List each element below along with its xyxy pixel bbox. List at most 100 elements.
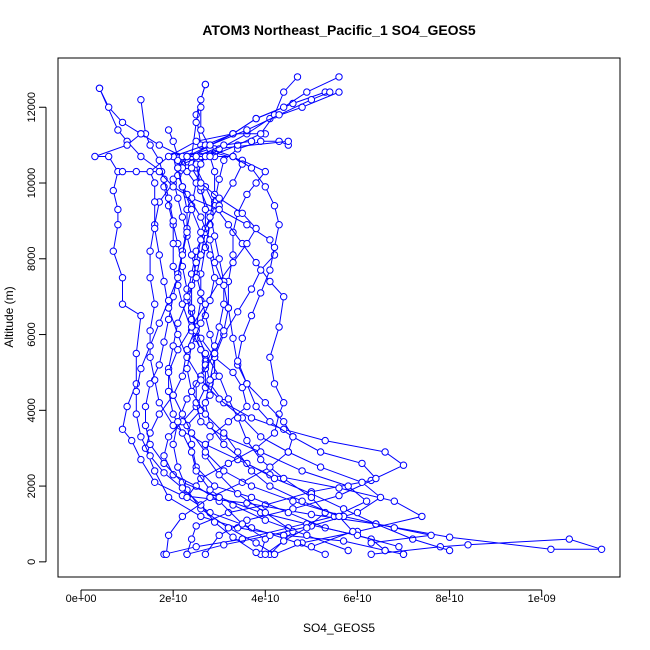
data-point bbox=[349, 527, 357, 536]
series-layer bbox=[91, 73, 606, 558]
x-tick-label: 1e-09 bbox=[528, 593, 556, 605]
data-point bbox=[427, 531, 435, 539]
data-point bbox=[257, 455, 265, 464]
data-point bbox=[234, 490, 242, 498]
data-point bbox=[257, 448, 265, 456]
data-point bbox=[146, 274, 154, 282]
data-point bbox=[547, 545, 555, 553]
data-point bbox=[151, 179, 159, 187]
data-point bbox=[266, 482, 274, 490]
data-point bbox=[243, 436, 251, 445]
profile-series bbox=[137, 96, 269, 558]
data-point bbox=[155, 361, 164, 369]
data-point bbox=[266, 353, 274, 361]
y-tick-label: 4000 bbox=[26, 398, 38, 422]
data-point bbox=[215, 531, 223, 539]
data-point bbox=[353, 508, 362, 517]
data-point bbox=[247, 137, 256, 146]
y-tick-label: 8000 bbox=[26, 247, 38, 271]
data-point bbox=[229, 368, 237, 377]
data-point bbox=[252, 548, 260, 557]
data-point bbox=[335, 491, 343, 500]
data-point bbox=[201, 349, 210, 358]
data-point bbox=[155, 319, 164, 327]
data-point bbox=[155, 399, 164, 407]
data-point bbox=[298, 497, 306, 505]
data-point bbox=[91, 152, 99, 161]
data-point bbox=[137, 364, 145, 373]
y-tick-label: 2000 bbox=[26, 474, 38, 498]
data-point bbox=[339, 537, 348, 545]
data-point bbox=[224, 459, 233, 468]
data-point bbox=[303, 88, 311, 96]
data-point bbox=[266, 236, 274, 244]
data-point bbox=[197, 213, 205, 221]
data-point bbox=[243, 499, 251, 507]
data-point bbox=[220, 156, 228, 165]
plot-frame bbox=[57, 57, 621, 578]
data-point bbox=[164, 152, 173, 161]
data-point bbox=[169, 471, 177, 479]
x-tick-label: 2e-10 bbox=[159, 593, 187, 605]
data-point bbox=[303, 531, 311, 539]
data-point bbox=[155, 251, 164, 259]
data-point bbox=[280, 425, 288, 433]
data-point bbox=[307, 543, 316, 551]
data-point bbox=[215, 471, 223, 479]
data-point bbox=[261, 516, 269, 524]
data-point bbox=[141, 421, 150, 430]
data-point bbox=[146, 247, 154, 255]
data-point bbox=[353, 531, 362, 539]
data-point bbox=[206, 152, 214, 161]
data-point bbox=[146, 353, 154, 361]
data-point bbox=[201, 205, 210, 214]
data-point bbox=[178, 429, 187, 437]
data-point bbox=[266, 266, 274, 274]
data-point bbox=[270, 550, 279, 558]
data-point bbox=[146, 380, 154, 388]
data-point bbox=[206, 296, 214, 305]
data-point bbox=[137, 311, 145, 320]
data-point bbox=[303, 524, 311, 532]
data-point bbox=[192, 543, 200, 551]
data-point bbox=[321, 436, 329, 445]
data-point bbox=[146, 440, 154, 449]
data-point bbox=[197, 418, 205, 426]
data-point bbox=[206, 251, 214, 259]
x-tick-label: 4e-10 bbox=[251, 593, 279, 605]
data-point bbox=[137, 130, 145, 138]
data-point bbox=[326, 88, 334, 96]
data-point bbox=[284, 508, 292, 517]
data-point bbox=[206, 236, 214, 244]
data-point bbox=[174, 346, 182, 354]
data-point bbox=[197, 96, 205, 104]
data-point bbox=[118, 167, 127, 176]
data-point bbox=[367, 539, 375, 547]
data-point bbox=[257, 289, 265, 297]
data-point bbox=[155, 167, 164, 176]
data-point bbox=[197, 160, 205, 168]
data-point bbox=[174, 194, 182, 202]
data-point bbox=[280, 103, 288, 111]
data-point bbox=[257, 130, 265, 138]
data-point bbox=[280, 418, 288, 426]
data-point bbox=[137, 96, 145, 104]
data-point bbox=[183, 364, 191, 373]
data-point bbox=[183, 493, 191, 502]
data-point bbox=[565, 535, 573, 543]
data-point bbox=[284, 137, 292, 146]
data-point bbox=[197, 179, 205, 187]
data-point bbox=[266, 531, 274, 539]
data-point bbox=[178, 512, 187, 521]
data-point bbox=[201, 448, 210, 456]
data-point bbox=[252, 179, 260, 187]
data-point bbox=[137, 152, 145, 161]
data-point bbox=[257, 266, 265, 274]
data-point bbox=[289, 497, 297, 505]
data-point bbox=[376, 493, 385, 502]
data-point bbox=[275, 137, 283, 146]
data-point bbox=[174, 463, 182, 471]
data-point bbox=[169, 421, 177, 430]
data-point bbox=[187, 205, 196, 214]
data-point bbox=[220, 281, 228, 289]
